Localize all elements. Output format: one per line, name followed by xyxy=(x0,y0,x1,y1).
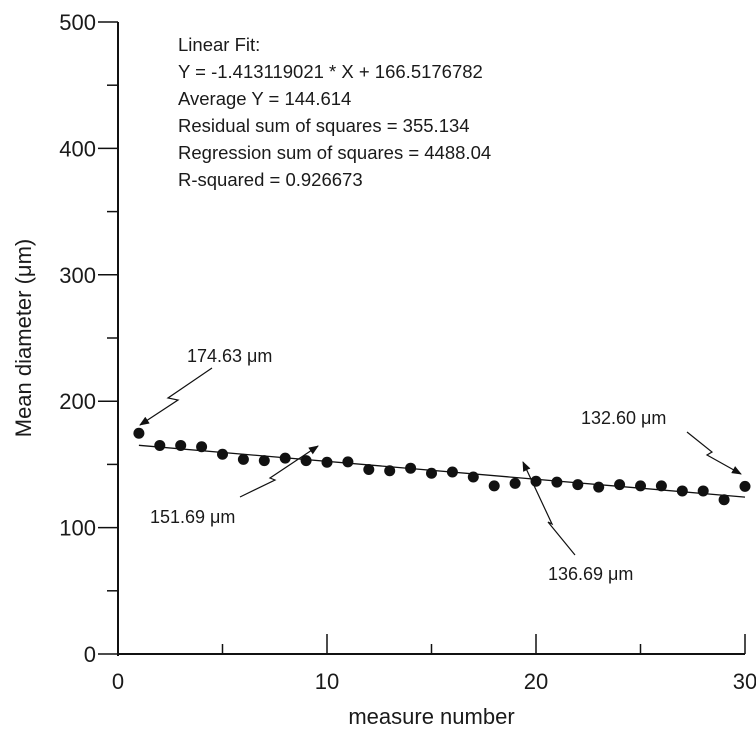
data-point xyxy=(426,467,437,479)
data-point xyxy=(572,479,584,491)
x-tick-label: 10 xyxy=(315,669,339,694)
data-point xyxy=(279,452,291,464)
data-point xyxy=(258,455,270,467)
data-point xyxy=(739,480,751,492)
y-tick-label: 400 xyxy=(59,136,96,161)
axis-ticks: 0 100 200 300 400 500 0 10 20 30 xyxy=(59,10,756,694)
data-point xyxy=(509,477,521,489)
x-axis-title: measure number xyxy=(348,704,514,729)
annotation-leader xyxy=(522,461,576,556)
data-point xyxy=(718,494,730,506)
data-point xyxy=(614,479,626,491)
data-point xyxy=(635,480,646,492)
annotation-leader xyxy=(139,367,213,426)
x-tick-label: 20 xyxy=(524,669,548,694)
data-points xyxy=(133,427,751,506)
data-point xyxy=(488,480,500,492)
data-point xyxy=(655,480,667,492)
annotation-leader xyxy=(686,431,742,475)
data-point xyxy=(405,462,417,474)
y-tick-label: 100 xyxy=(59,516,96,541)
data-point xyxy=(676,485,688,497)
data-point xyxy=(154,439,166,451)
data-point xyxy=(593,481,605,493)
data-point xyxy=(217,448,228,460)
data-point xyxy=(321,456,333,468)
annotation-label: 151.69 μm xyxy=(150,507,235,527)
data-point xyxy=(196,441,208,453)
data-point xyxy=(384,465,396,477)
data-point xyxy=(237,453,249,465)
x-tick-label: 0 xyxy=(112,669,124,694)
x-tick-label: 30 xyxy=(733,669,756,694)
fit-statistics: Linear Fit: Y = -1.413119021 * X + 166.5… xyxy=(178,34,491,190)
data-point xyxy=(300,455,312,467)
fit-stat-line: Y = -1.413119021 * X + 166.5176782 xyxy=(178,61,483,82)
y-tick-label: 500 xyxy=(59,10,96,35)
annotation-label: 132.60 μm xyxy=(581,408,666,428)
data-point xyxy=(363,463,375,475)
data-point xyxy=(467,471,479,483)
data-point xyxy=(342,456,354,468)
annotations: 174.63 μm 151.69 μm 136.69 μm 132.60 μm xyxy=(139,346,742,584)
y-axis-title: Mean diameter (μm) xyxy=(11,239,36,438)
fit-stat-line: R-squared = 0.926673 xyxy=(178,169,363,190)
annotation-label: 174.63 μm xyxy=(187,346,272,366)
y-tick-label: 0 xyxy=(84,642,96,667)
data-point xyxy=(446,466,458,478)
data-point xyxy=(551,476,563,488)
fit-stat-line: Regression sum of squares = 4488.04 xyxy=(178,142,491,163)
data-point xyxy=(697,485,709,497)
annotation-label: 136.69 μm xyxy=(548,564,633,584)
data-point xyxy=(175,439,187,451)
fit-stat-line: Residual sum of squares = 355.134 xyxy=(178,115,470,136)
regression-line xyxy=(138,444,746,498)
annotation-leader xyxy=(239,445,319,498)
data-point xyxy=(133,427,145,439)
y-tick-label: 300 xyxy=(59,263,96,288)
fit-stat-line: Linear Fit: xyxy=(178,34,260,55)
y-tick-label: 200 xyxy=(59,389,96,414)
fit-stat-line: Average Y = 144.614 xyxy=(178,88,351,109)
